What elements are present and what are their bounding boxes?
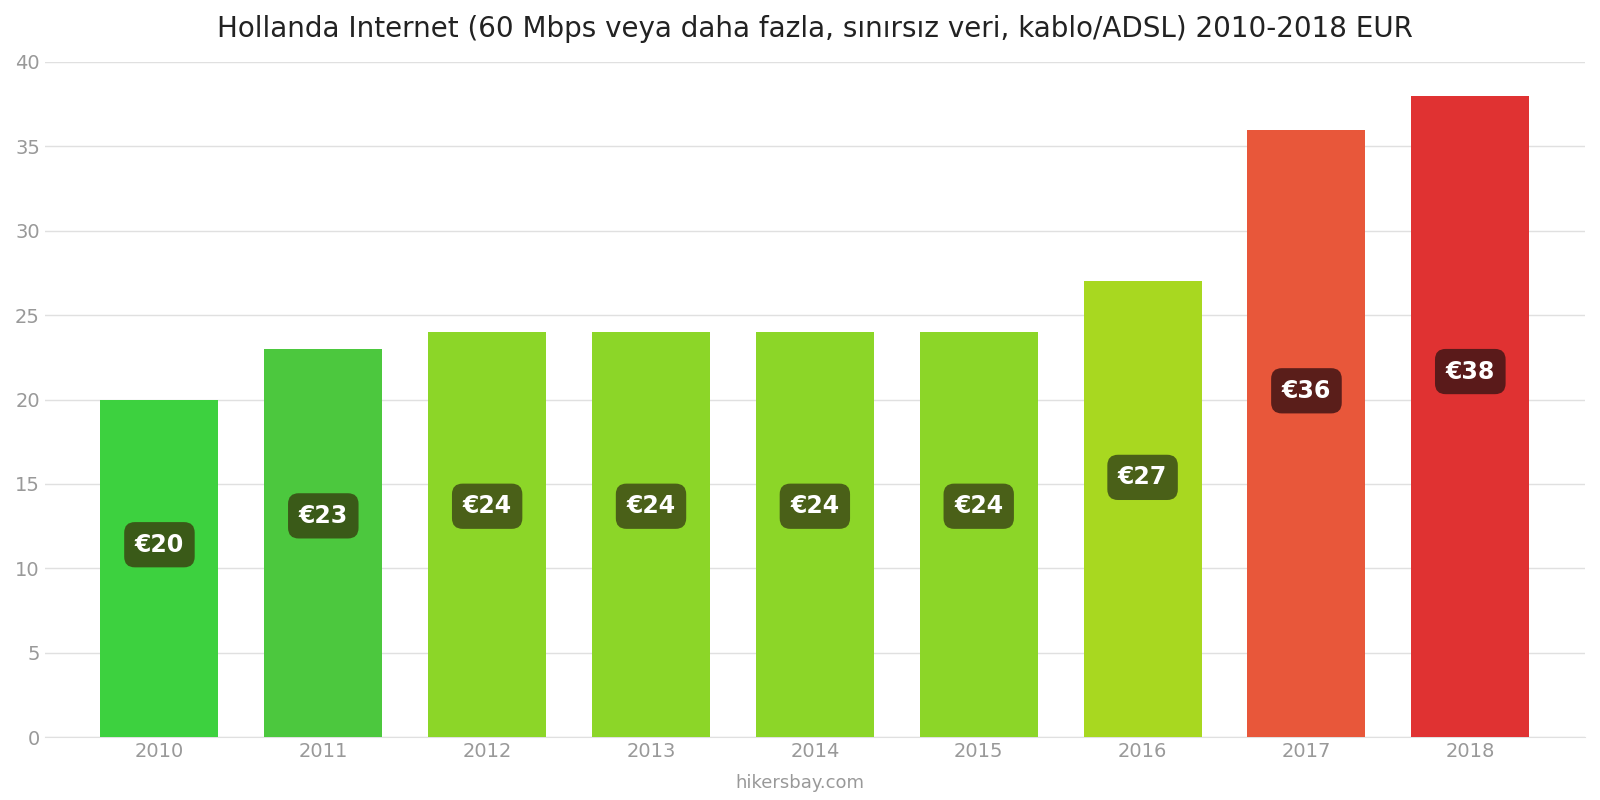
Text: €27: €27 <box>1118 466 1168 490</box>
Bar <box>592 332 710 737</box>
Text: €24: €24 <box>627 494 675 518</box>
Bar <box>1248 130 1365 737</box>
Bar <box>755 332 874 737</box>
Text: €23: €23 <box>299 504 347 528</box>
Text: €24: €24 <box>954 494 1003 518</box>
Bar <box>429 332 546 737</box>
Text: €24: €24 <box>790 494 840 518</box>
Text: €24: €24 <box>462 494 512 518</box>
Bar <box>264 349 382 737</box>
Bar <box>101 399 219 737</box>
Bar <box>1411 96 1530 737</box>
Text: hikersbay.com: hikersbay.com <box>736 774 864 792</box>
Title: Hollanda Internet (60 Mbps veya daha fazla, sınırsız veri, kablo/ADSL) 2010-2018: Hollanda Internet (60 Mbps veya daha faz… <box>218 15 1413 43</box>
Text: €20: €20 <box>134 533 184 557</box>
Bar <box>920 332 1038 737</box>
Text: €38: €38 <box>1446 359 1494 383</box>
Bar <box>1083 282 1202 737</box>
Text: €36: €36 <box>1282 378 1331 402</box>
